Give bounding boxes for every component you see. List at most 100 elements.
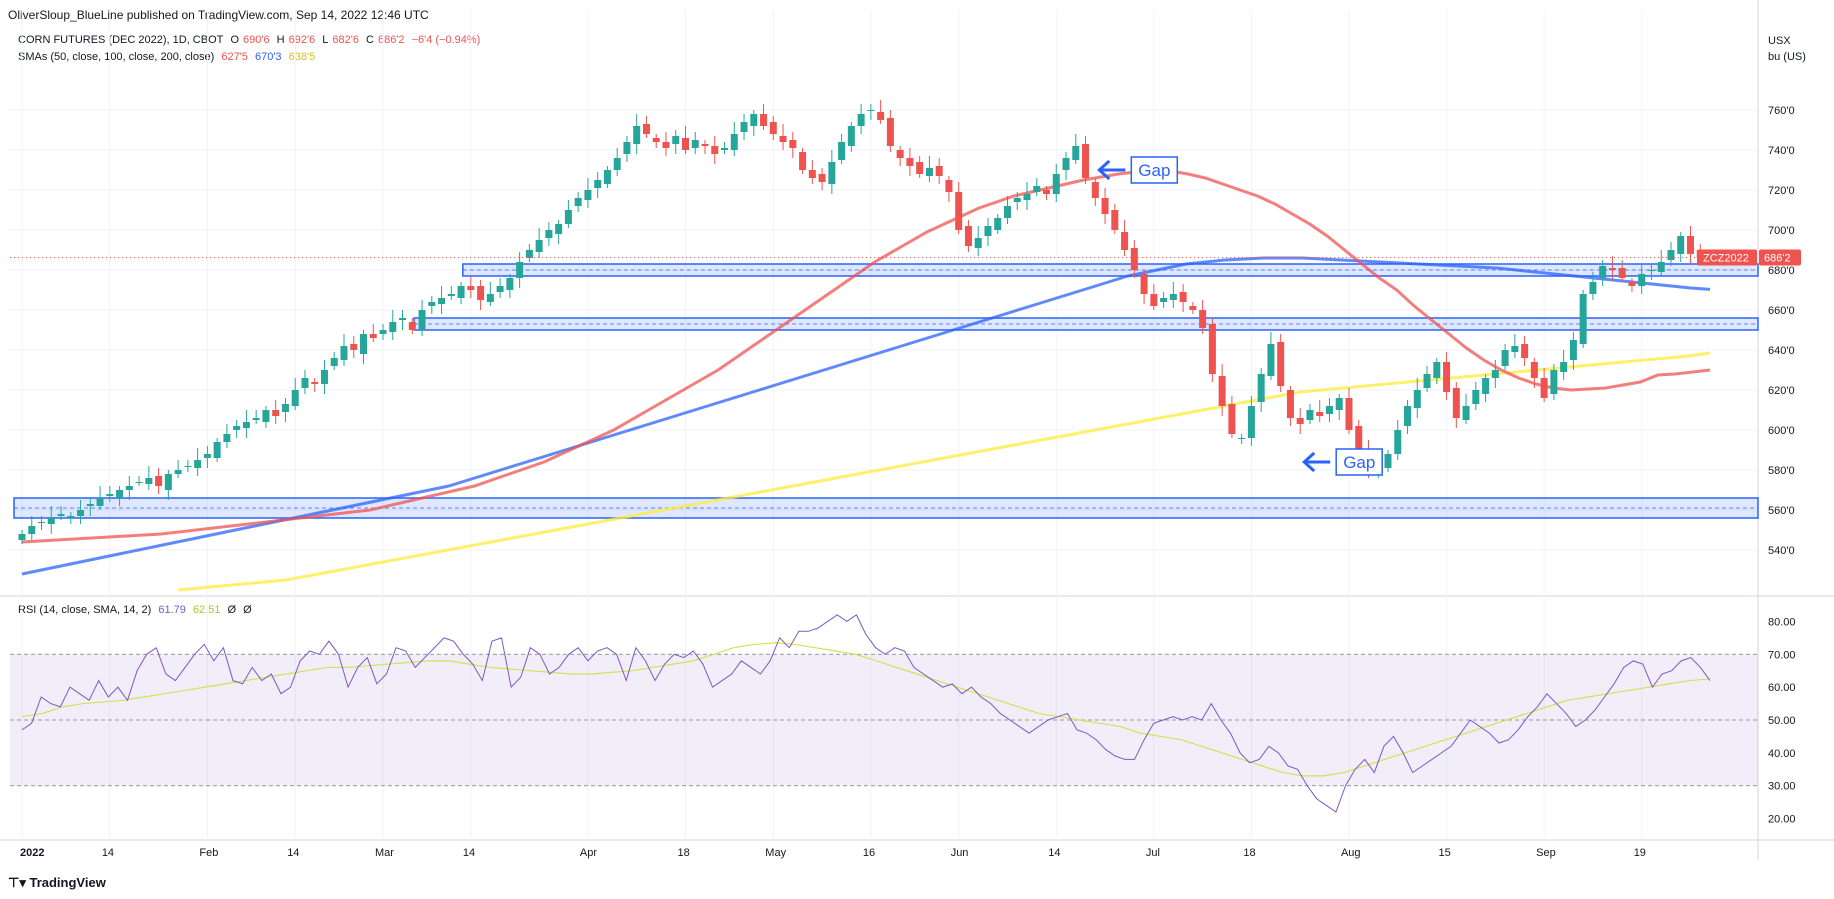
- brand-name: TradingView: [29, 875, 106, 890]
- sma50-value: 627'5: [221, 51, 248, 63]
- candle-body: [652, 138, 660, 142]
- candle-body: [96, 498, 104, 506]
- candle-body: [1316, 412, 1324, 416]
- candle-body: [1433, 362, 1441, 378]
- candle-body: [330, 358, 338, 366]
- candle-body: [379, 330, 387, 334]
- candle-body: [740, 122, 748, 132]
- candle-body: [1325, 406, 1333, 414]
- candle-body: [633, 126, 641, 144]
- time-tick-label: 14: [102, 847, 114, 859]
- candle-body: [242, 422, 250, 428]
- candle-body: [1608, 268, 1616, 270]
- time-tick-label: 16: [863, 847, 875, 859]
- time-tick-label: 15: [1439, 847, 1451, 859]
- sma200-line: [177, 351, 1711, 592]
- price-unit-line1: USX: [1768, 35, 1791, 47]
- candle-body: [272, 410, 280, 416]
- candle-body: [896, 150, 904, 158]
- candle-body: [1267, 344, 1275, 376]
- candle-body: [1686, 236, 1694, 254]
- candle-body: [925, 168, 933, 176]
- candle-body: [1569, 340, 1577, 360]
- time-tick-label: 18: [1243, 847, 1255, 859]
- price-unit-line2: bu (US): [1768, 51, 1806, 63]
- candle-body: [964, 226, 972, 246]
- candle-body: [1101, 198, 1109, 214]
- candle-body: [1140, 274, 1148, 294]
- candle-body: [1306, 410, 1314, 420]
- price-tick-label: 540'0: [1768, 545, 1795, 557]
- candle-body: [281, 404, 289, 412]
- candle-body: [1052, 174, 1060, 194]
- candle-body: [1335, 398, 1343, 410]
- candle-body: [340, 346, 348, 360]
- candle-body: [574, 198, 582, 206]
- candle-body: [125, 486, 133, 490]
- candle-body: [857, 114, 865, 126]
- tradingview-logo[interactable]: ⊤▾ TradingView: [8, 875, 106, 891]
- candle-body: [1423, 374, 1431, 388]
- candle-body: [155, 476, 163, 486]
- rsi-label: RSI (14, close, SMA, 14, 2): [18, 604, 152, 616]
- candle-body: [1160, 298, 1168, 302]
- candle-body: [886, 118, 894, 146]
- candle-body: [360, 334, 368, 354]
- candle-body: [1033, 186, 1041, 192]
- candle-body: [1647, 270, 1655, 271]
- time-tick-label: 14: [1048, 847, 1060, 859]
- candle-body: [438, 298, 446, 304]
- candle-body: [1628, 282, 1636, 286]
- candle-body: [1511, 346, 1519, 352]
- candle-body: [1286, 390, 1294, 418]
- candle-body: [467, 286, 475, 290]
- candle-body: [67, 516, 75, 518]
- candle-body: [603, 170, 611, 184]
- ohlc-legend: CORN FUTURES (DEC 2022), 1D, CBOT O 690'6…: [18, 34, 484, 46]
- candle-body: [818, 174, 826, 182]
- candle-body: [233, 426, 241, 430]
- candle-body: [106, 494, 114, 496]
- price-tick-label: 620'0: [1768, 385, 1795, 397]
- candle-body: [496, 286, 504, 292]
- candle-body: [1579, 294, 1587, 344]
- candle-body: [77, 510, 85, 516]
- candle-body: [877, 112, 885, 120]
- rsi-tick-label: 30.00: [1768, 781, 1796, 793]
- candle-body: [320, 370, 328, 384]
- candle-body: [28, 526, 36, 534]
- rsi-tick-label: 50.00: [1768, 715, 1796, 727]
- candle-body: [779, 136, 787, 142]
- time-tick-label: 18: [677, 847, 689, 859]
- candle-body: [1111, 210, 1119, 230]
- candle-body: [721, 148, 729, 150]
- candle-body: [18, 534, 26, 540]
- time-tick-label: Jun: [951, 847, 969, 859]
- candle-body: [1296, 418, 1304, 424]
- candle-body: [408, 322, 416, 330]
- gap-annotation-2-arrow-icon: [1301, 451, 1331, 473]
- price-tick-label: 680'0: [1768, 265, 1795, 277]
- rsi-tick-label: 20.00: [1768, 814, 1796, 826]
- candle-body: [1355, 426, 1363, 450]
- candle-body: [681, 138, 689, 150]
- rsi-tick-label: 70.00: [1768, 649, 1796, 661]
- price-tick-label: 700'0: [1768, 225, 1795, 237]
- low-label: L: [322, 34, 329, 46]
- candle-body: [623, 142, 631, 154]
- time-tick-label: 19: [1634, 847, 1646, 859]
- candle-body: [789, 140, 797, 148]
- rsi-line: [21, 614, 1711, 813]
- time-tick-label: Jul: [1146, 847, 1160, 859]
- candle-body: [1404, 406, 1412, 426]
- candle-body: [662, 142, 670, 148]
- candle-body: [828, 162, 836, 184]
- candle-body: [252, 418, 260, 420]
- candle-body: [906, 158, 914, 166]
- candle-body: [1491, 370, 1499, 378]
- rsi-empty-1: Ø: [227, 604, 237, 616]
- candle-body: [1247, 406, 1255, 438]
- publisher-line: OliverSloup_BlueLine published on Tradin…: [8, 8, 429, 22]
- candle-body: [1228, 404, 1236, 434]
